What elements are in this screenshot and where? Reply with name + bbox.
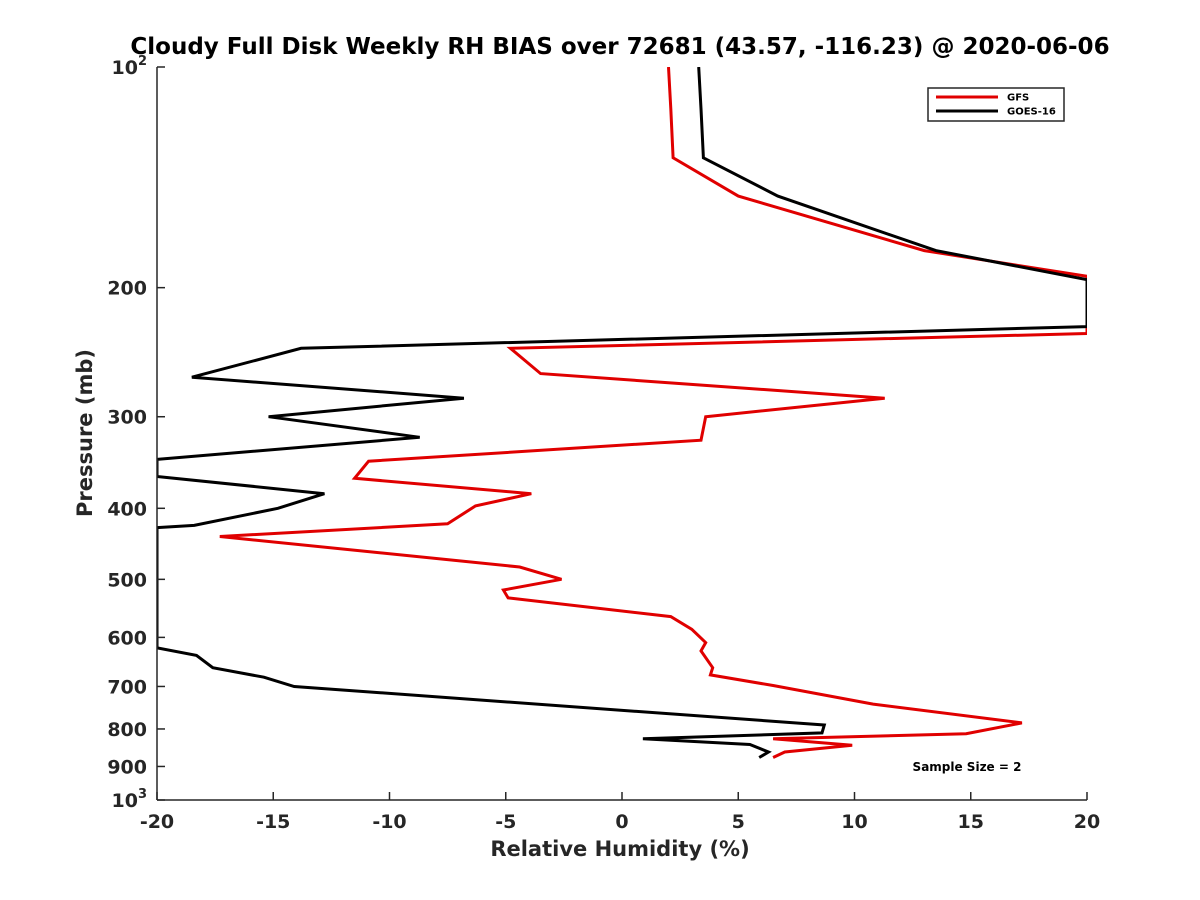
x-axis-ticks: -20 -15 -10 -5 0 5 10 15 20 — [140, 792, 1100, 833]
y-tick-label: 600 — [107, 627, 147, 649]
y-tick-label: 500 — [107, 569, 147, 591]
sample-size-annotation: Sample Size = 2 — [913, 760, 1022, 774]
chart-title: Cloudy Full Disk Weekly RH BIAS over 726… — [130, 34, 1109, 60]
legend: GFS GOES-16 — [927, 87, 1065, 122]
y-tick-label: 300 — [107, 407, 147, 429]
y-tick-label: 800 — [107, 719, 147, 741]
x-tick-label: 20 — [1074, 811, 1100, 833]
y-tick-label: 700 — [107, 676, 147, 698]
legend-entry: GOES-16 — [1007, 107, 1056, 118]
series-lines — [157, 67, 1087, 759]
series-line-goes-16 — [157, 67, 1087, 759]
legend-entry: GFS — [1007, 93, 1029, 104]
x-tick-label: 5 — [732, 811, 745, 833]
y-tick-label: 103 — [112, 787, 148, 812]
x-axis-label: Relative Humidity (%) — [490, 837, 749, 861]
x-tick-label: -10 — [372, 811, 406, 833]
y-tick-label: 102 — [112, 54, 148, 79]
series-line-gfs — [219, 67, 1087, 759]
y-tick-label: 400 — [107, 498, 147, 520]
x-tick-label: -20 — [140, 811, 174, 833]
y-axis-label: Pressure (mb) — [73, 349, 97, 517]
plot-area — [156, 67, 1087, 801]
y-tick-label: 900 — [107, 756, 147, 778]
y-axis-ticks: 102 200 300 400 500 600 700 800 900 103 — [107, 54, 165, 812]
x-tick-label: 10 — [841, 811, 867, 833]
x-tick-label: 15 — [958, 811, 984, 833]
x-tick-label: 0 — [615, 811, 628, 833]
y-tick-label: 200 — [107, 278, 147, 300]
x-tick-label: -15 — [256, 811, 290, 833]
legend-box — [927, 87, 1065, 122]
x-tick-label: -5 — [495, 811, 516, 833]
